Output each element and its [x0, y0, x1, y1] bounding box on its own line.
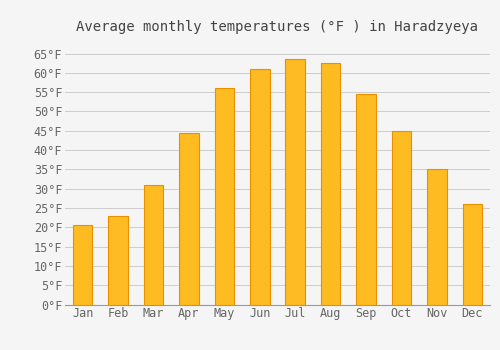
Bar	[144, 185, 164, 304]
Bar	[321, 63, 340, 305]
Bar	[250, 69, 270, 304]
Bar	[392, 131, 411, 304]
Bar	[108, 216, 128, 304]
Bar	[214, 88, 234, 304]
Bar	[73, 225, 92, 304]
Bar	[427, 169, 446, 304]
Title: Average monthly temperatures (°F ) in Haradzyeya: Average monthly temperatures (°F ) in Ha…	[76, 20, 478, 34]
Bar	[356, 94, 376, 304]
Bar	[462, 204, 482, 304]
Bar	[179, 133, 199, 304]
Bar	[286, 60, 305, 304]
